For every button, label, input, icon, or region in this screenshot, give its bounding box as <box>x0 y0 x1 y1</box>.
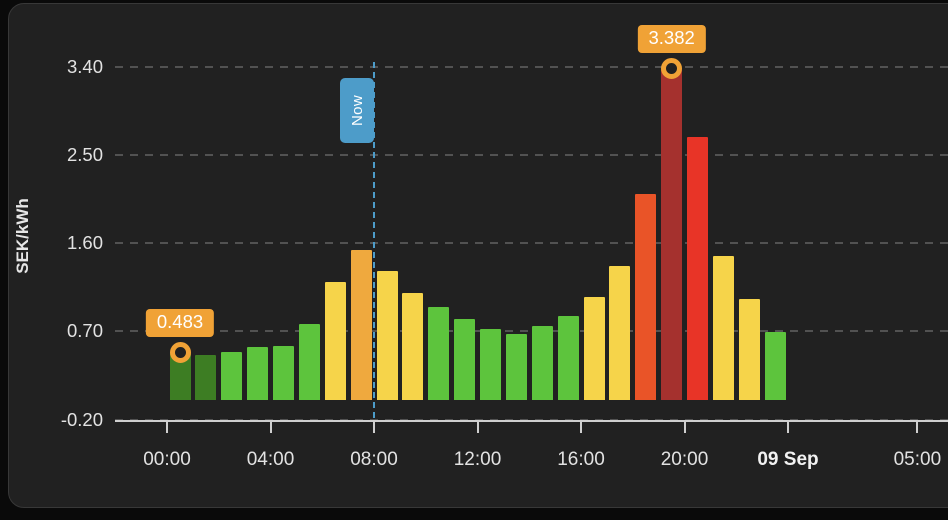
gridline <box>115 154 948 156</box>
price-bar-0600[interactable] <box>324 282 346 400</box>
price-bar-0200[interactable] <box>221 351 243 400</box>
gridline <box>115 242 948 245</box>
price-bar-0100[interactable] <box>195 354 217 400</box>
x-axis-tick <box>916 422 919 433</box>
price-bar-1600[interactable] <box>583 297 605 400</box>
price-bar-0300[interactable] <box>247 346 269 400</box>
now-line <box>373 62 375 422</box>
y-axis-tick-label: 1.60 <box>66 232 103 254</box>
price-bar-0400[interactable] <box>273 346 294 400</box>
x-axis-tick <box>166 422 168 433</box>
x-axis-tick-label: 04:00 <box>246 449 295 470</box>
price-bar-1900[interactable] <box>661 68 683 400</box>
price-value-tooltip: 0.483 <box>145 308 215 337</box>
price-bar-1500[interactable] <box>557 315 579 400</box>
now-label-text: Now <box>348 95 366 126</box>
x-axis-line <box>115 420 948 422</box>
price-bar-1100[interactable] <box>454 318 476 400</box>
price-bar-2200[interactable] <box>738 299 760 400</box>
y-axis-tick-label: 0.70 <box>66 320 103 342</box>
x-axis-tick-label: 16:00 <box>557 449 605 470</box>
gridline <box>115 418 948 421</box>
x-axis-tick <box>476 422 479 433</box>
x-axis-tick-label: 20:00 <box>660 449 709 470</box>
x-axis-tick-label: 09 Sep <box>757 449 819 470</box>
price-bar-1300[interactable] <box>505 334 527 400</box>
price-bar-0900[interactable] <box>402 293 424 400</box>
price-bar-0000[interactable] <box>169 352 191 400</box>
price-bar-2300[interactable] <box>764 332 786 400</box>
price-bar-0800[interactable] <box>376 270 398 400</box>
x-axis-tick <box>787 422 789 433</box>
point-marker-ring <box>661 58 683 80</box>
x-axis-tick <box>580 422 582 433</box>
x-axis-tick <box>269 422 272 433</box>
now-label: Now <box>340 78 374 143</box>
x-axis-tick <box>683 422 686 433</box>
price-value-tooltip: 3.382 <box>637 24 706 53</box>
price-bar-1200[interactable] <box>480 329 501 400</box>
y-axis-tick-label: 2.50 <box>66 144 103 165</box>
x-axis-tick-label: 00:00 <box>143 449 191 470</box>
gridline <box>115 330 948 333</box>
price-bar-1800[interactable] <box>635 194 657 400</box>
price-bar-2100[interactable] <box>712 255 734 400</box>
y-axis-tick-label: -0.20 <box>60 408 103 430</box>
price-bar-0500[interactable] <box>298 323 320 400</box>
x-axis-tick-label: 12:00 <box>453 449 502 470</box>
x-axis-tick-label: 08:00 <box>350 449 398 470</box>
x-axis-tick <box>373 422 375 433</box>
gridline <box>115 65 948 68</box>
x-axis-tick-label: 05:00 <box>893 449 942 470</box>
price-bar-1700[interactable] <box>609 265 631 400</box>
price-bar-1000[interactable] <box>428 306 450 400</box>
price-bar-2000[interactable] <box>687 137 708 400</box>
price-bar-1400[interactable] <box>531 325 553 400</box>
point-marker-ring <box>169 342 191 364</box>
y-axis-tick-label: 3.40 <box>66 55 103 77</box>
price-bar-0700[interactable] <box>350 250 372 400</box>
